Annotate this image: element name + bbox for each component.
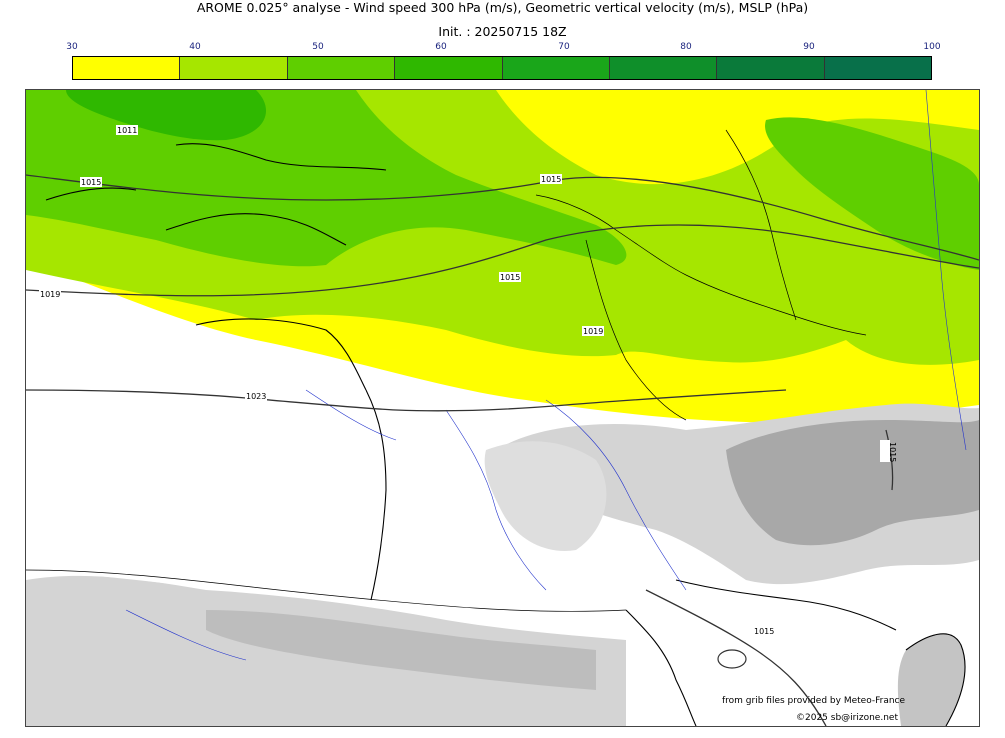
wind-speed-colorbar — [72, 56, 932, 80]
alps-relief-dark — [726, 420, 979, 546]
isobar-label: 1015 — [888, 442, 897, 462]
colorbar-swatch — [609, 57, 718, 79]
isobar-label: 1015 — [541, 175, 561, 184]
data-source-credit: from grib files provided by Meteo-France — [722, 696, 906, 706]
init-time: Init. : 20250715 18Z — [438, 24, 567, 39]
isobar-label: 1015 — [81, 178, 101, 187]
country-borders — [26, 129, 867, 612]
bay-of-biscay — [26, 385, 388, 590]
colorbar-swatch — [180, 57, 288, 79]
colorbar-swatch — [824, 57, 931, 79]
pyrenees-relief-dark — [206, 610, 596, 690]
colorbar-swatch — [395, 57, 503, 79]
colorbar-tick: 70 — [558, 42, 570, 52]
coastlines — [45, 143, 966, 726]
colorbar-tick: 60 — [435, 42, 447, 52]
colorbar-swatch — [502, 57, 610, 79]
colorbar-tick: 80 — [680, 42, 692, 52]
colorbar-tick: 30 — [66, 42, 78, 52]
colorbar-tick: 100 — [923, 42, 941, 52]
massif-central-relief — [484, 441, 607, 551]
corsica-relief — [897, 633, 966, 726]
isobar-label: 1015 — [754, 627, 774, 636]
weather-map[interactable]: 1011 1015 1015 1015 1019 1019 1023 1015 … — [25, 89, 980, 727]
isobar-label: 1019 — [583, 327, 603, 336]
copyright-credit: ©2025 sb@irizone.net — [796, 713, 898, 723]
colorbar-tick-labels: 30 40 50 60 70 80 90 100 — [66, 42, 940, 54]
low-pressure-center — [717, 649, 747, 669]
map-title: AROME 0.025° analyse - Wind speed 300 hP… — [196, 0, 809, 15]
isobar-label: 1023 — [246, 392, 266, 401]
wind-band-60-70 — [66, 90, 266, 141]
colorbar-tick: 90 — [803, 42, 815, 52]
colorbar-tick: 40 — [189, 42, 201, 52]
colorbar-swatch — [717, 57, 825, 79]
isobar-label: 1015 — [500, 273, 520, 282]
mediterranean-sea — [626, 588, 896, 726]
isobar-label: 1011 — [117, 126, 137, 135]
rivers — [125, 90, 967, 661]
isobar-label-group: 1011 1015 1015 1015 1019 1019 1023 1015 … — [39, 125, 897, 636]
colorbar-swatch — [287, 57, 396, 79]
colorbar-tick: 50 — [312, 42, 324, 52]
colorbar-swatch — [73, 57, 181, 79]
wind-band-50-60-east — [765, 117, 979, 270]
isobar-label: 1019 — [40, 290, 60, 299]
